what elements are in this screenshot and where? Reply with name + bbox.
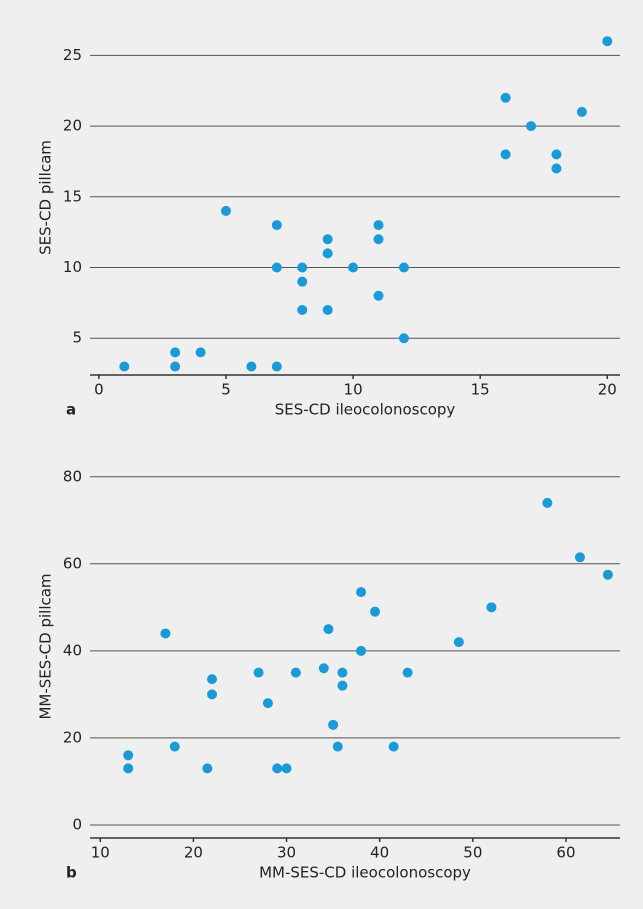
y-axis-title: SES-CD pillcam	[37, 140, 55, 255]
point	[373, 234, 384, 245]
point	[297, 304, 308, 315]
point	[500, 92, 511, 103]
x-axis-title: SES-CD ileocolonoscopy	[275, 401, 456, 419]
y-axis-title: MM-SES-CD pillcam	[37, 573, 55, 719]
point	[220, 205, 231, 216]
point	[526, 121, 537, 132]
y-tick-label: 5	[72, 329, 82, 347]
point	[332, 741, 343, 752]
point	[123, 750, 134, 761]
panel-label: b	[66, 864, 77, 882]
point	[576, 106, 587, 117]
y-tick-label: 10	[63, 258, 82, 276]
y-tick-label: 60	[63, 554, 82, 572]
point	[602, 36, 613, 47]
point	[272, 763, 283, 774]
point	[271, 361, 282, 372]
point	[290, 667, 301, 678]
point	[170, 347, 181, 358]
point	[123, 763, 134, 774]
x-tick-label: 30	[277, 844, 296, 862]
point	[253, 667, 264, 678]
y-tick-label: 15	[63, 187, 82, 205]
point	[271, 220, 282, 231]
point	[323, 624, 334, 635]
point	[551, 163, 562, 174]
x-tick-label: 10	[344, 381, 363, 399]
x-axis-title: MM-SES-CD ileocolonoscopy	[259, 864, 471, 882]
point	[202, 763, 213, 774]
x-tick-label: 20	[184, 844, 203, 862]
point	[322, 234, 333, 245]
point	[170, 361, 181, 372]
x-tick-label: 50	[463, 844, 482, 862]
point	[262, 698, 273, 709]
point	[169, 741, 180, 752]
point	[398, 262, 409, 273]
point	[246, 361, 257, 372]
x-tick-label: 60	[556, 844, 575, 862]
point	[297, 276, 308, 287]
x-tick-label: 5	[221, 381, 231, 399]
point	[486, 602, 497, 613]
point	[602, 569, 613, 580]
y-tick-label: 80	[63, 467, 82, 485]
point	[337, 667, 348, 678]
x-tick-label: 40	[370, 844, 389, 862]
point	[402, 667, 413, 678]
point	[500, 149, 511, 160]
point	[207, 674, 218, 685]
point	[348, 262, 359, 273]
x-tick-label: 0	[94, 381, 104, 399]
point	[337, 680, 348, 691]
point	[322, 304, 333, 315]
point	[551, 149, 562, 160]
y-tick-label: 0	[72, 815, 82, 833]
point	[453, 637, 464, 648]
panel-label: a	[66, 401, 76, 419]
y-tick-label: 20	[63, 728, 82, 746]
point	[160, 628, 171, 639]
y-tick-label: 25	[63, 46, 82, 64]
point	[322, 248, 333, 259]
y-tick-label: 40	[63, 641, 82, 659]
point	[574, 552, 585, 563]
point	[328, 719, 339, 730]
point	[207, 689, 218, 700]
point	[318, 663, 329, 674]
point	[119, 361, 130, 372]
x-tick-label: 15	[471, 381, 490, 399]
point	[281, 763, 292, 774]
y-tick-label: 20	[63, 117, 82, 135]
point	[271, 262, 282, 273]
point	[195, 347, 206, 358]
point	[542, 497, 553, 508]
point	[356, 645, 367, 656]
point	[370, 606, 381, 617]
x-tick-label: 20	[598, 381, 617, 399]
point	[398, 333, 409, 344]
point	[388, 741, 399, 752]
point	[356, 587, 367, 598]
point	[297, 262, 308, 273]
point	[373, 220, 384, 231]
point	[373, 290, 384, 301]
x-tick-label: 10	[91, 844, 110, 862]
